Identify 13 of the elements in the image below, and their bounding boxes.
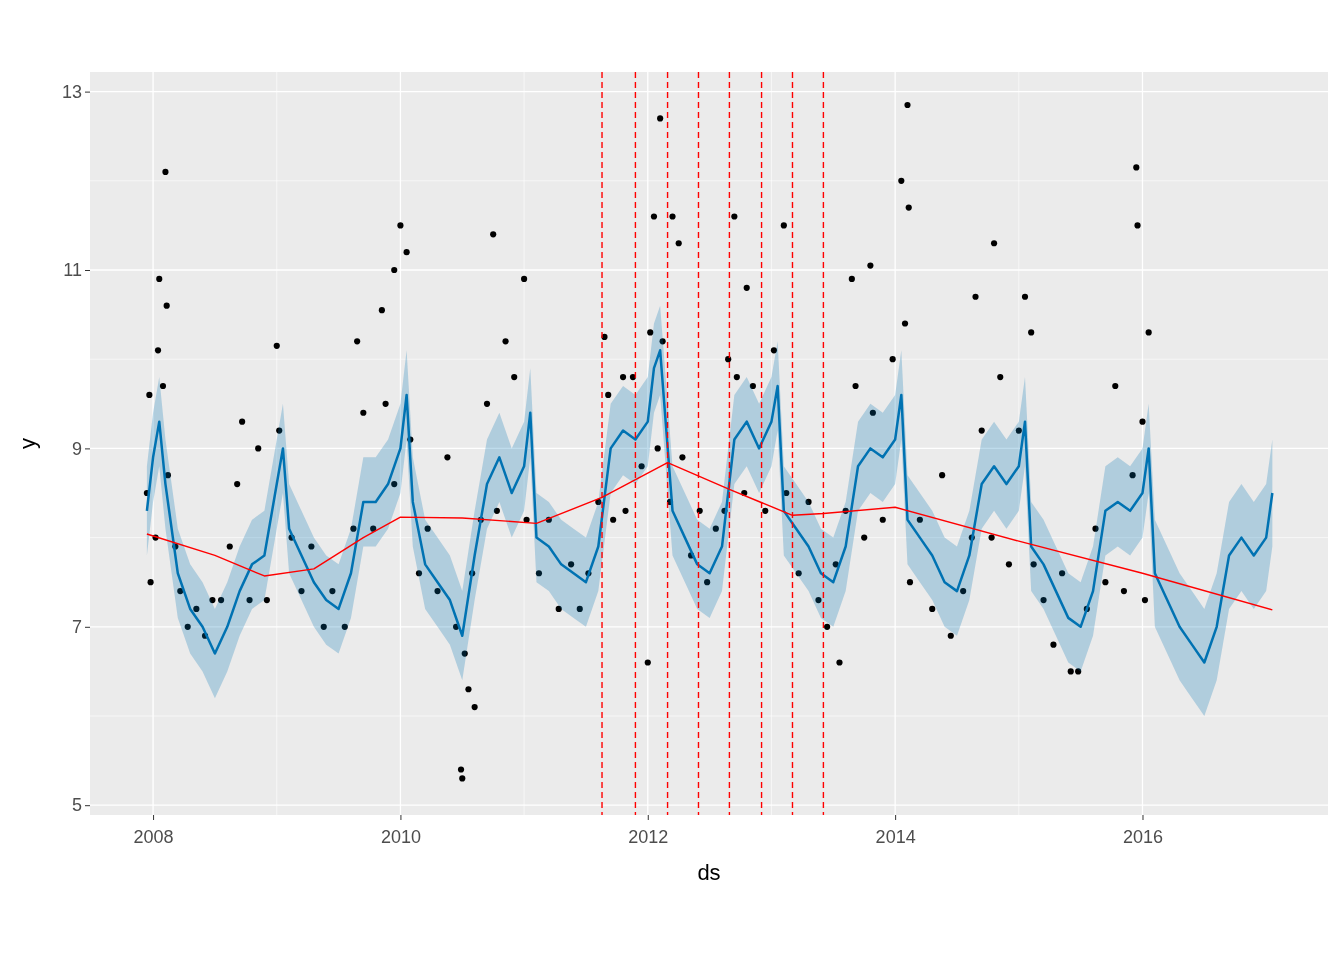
x-tick-label: 2016 xyxy=(1122,826,1164,847)
x-tick-label: 2008 xyxy=(133,826,174,847)
x-tick-label: 2014 xyxy=(875,826,916,847)
x-axis-title: ds xyxy=(697,860,721,885)
x-tick-label: 2010 xyxy=(380,826,421,847)
y-tick-label: 9 xyxy=(71,438,82,459)
y-tick-label: 11 xyxy=(63,260,82,281)
y-axis-title: y xyxy=(15,438,40,449)
y-tick-label: 7 xyxy=(71,617,82,638)
line-series xyxy=(145,349,1274,664)
y-tick-label: 5 xyxy=(71,795,82,816)
y-tick-label: 13 xyxy=(61,81,82,102)
x-tick-label: 2012 xyxy=(628,826,669,847)
